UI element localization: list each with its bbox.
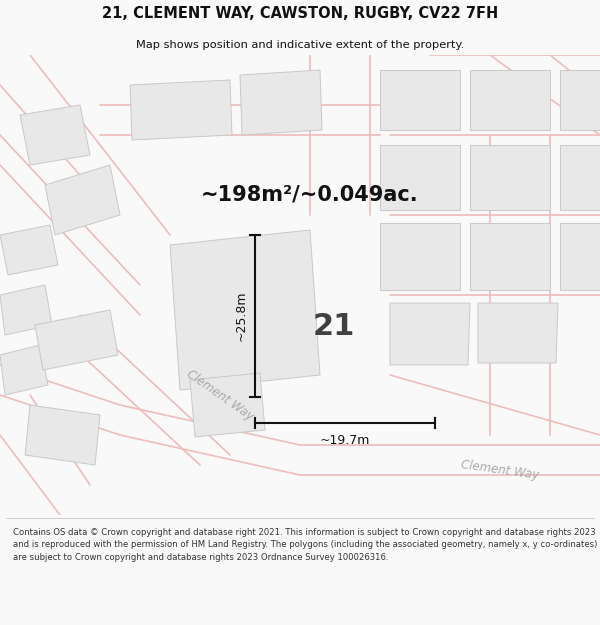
Polygon shape [560, 70, 600, 130]
Polygon shape [0, 285, 52, 335]
Text: 21, CLEMENT WAY, CAWSTON, RUGBY, CV22 7FH: 21, CLEMENT WAY, CAWSTON, RUGBY, CV22 7F… [102, 6, 498, 21]
Polygon shape [170, 230, 320, 390]
Text: ~198m²/~0.049ac.: ~198m²/~0.049ac. [201, 185, 419, 205]
Polygon shape [130, 80, 232, 140]
Polygon shape [560, 145, 600, 210]
Text: Map shows position and indicative extent of the property.: Map shows position and indicative extent… [136, 40, 464, 50]
Text: ~19.7m: ~19.7m [320, 434, 370, 447]
Polygon shape [390, 303, 470, 365]
Polygon shape [478, 303, 558, 363]
Polygon shape [190, 373, 265, 437]
Polygon shape [380, 70, 460, 130]
Polygon shape [380, 145, 460, 210]
Text: 21: 21 [313, 312, 355, 341]
Polygon shape [560, 223, 600, 290]
Polygon shape [380, 223, 460, 290]
Polygon shape [470, 145, 550, 210]
Polygon shape [470, 223, 550, 290]
Polygon shape [25, 405, 100, 465]
Polygon shape [470, 70, 550, 130]
Polygon shape [20, 105, 90, 165]
Polygon shape [0, 225, 58, 275]
Polygon shape [45, 165, 120, 235]
Polygon shape [240, 70, 322, 135]
Text: Contains OS data © Crown copyright and database right 2021. This information is : Contains OS data © Crown copyright and d… [13, 528, 598, 561]
Polygon shape [0, 345, 48, 395]
Text: ~25.8m: ~25.8m [235, 291, 248, 341]
Text: Clement Way: Clement Way [460, 458, 540, 482]
Text: Clement Way: Clement Way [184, 367, 256, 423]
Polygon shape [35, 310, 118, 370]
